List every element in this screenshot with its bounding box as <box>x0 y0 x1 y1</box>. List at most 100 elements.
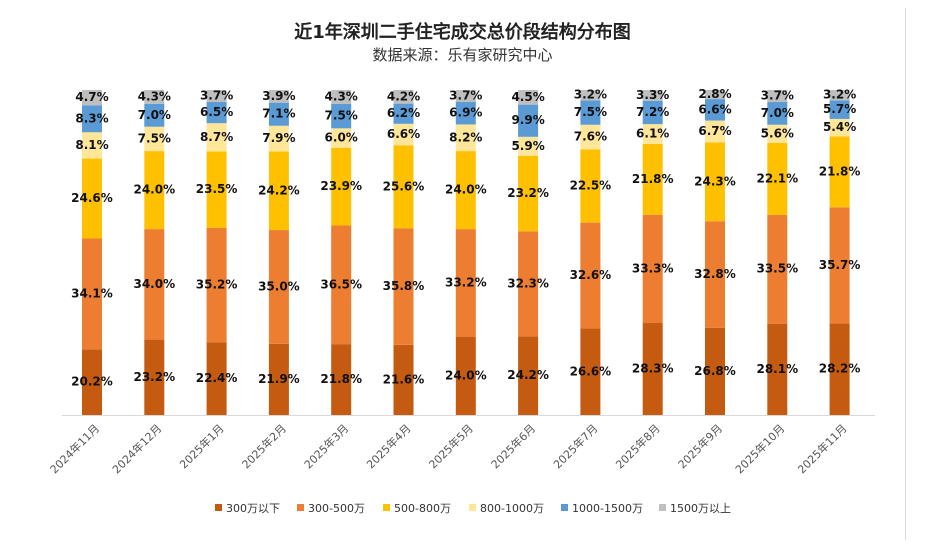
data-label: 33.2% <box>445 276 487 290</box>
data-label: 35.2% <box>196 278 238 292</box>
x-tick-label: 2025年7月 <box>550 421 600 471</box>
x-tick-label: 2025年3月 <box>301 421 351 471</box>
data-label: 21.8% <box>320 372 362 386</box>
bar-segment <box>455 102 476 125</box>
bar-segment <box>331 344 352 415</box>
bar-segment <box>518 336 539 415</box>
legend-swatch <box>469 504 476 511</box>
data-label: 6.2% <box>387 106 420 120</box>
bar-segment <box>331 128 352 148</box>
legend-swatch <box>561 504 568 511</box>
x-tick-label: 2025年1月 <box>177 421 227 471</box>
data-label: 2.8% <box>698 87 731 101</box>
data-label: 21.6% <box>383 372 425 386</box>
data-label: 24.0% <box>445 369 487 383</box>
data-label: 3.7% <box>449 89 482 103</box>
bar-segment <box>767 124 788 143</box>
data-label: 3.2% <box>823 88 856 102</box>
data-label: 7.0% <box>138 108 171 122</box>
legend-swatch <box>659 504 666 511</box>
data-label: 32.3% <box>507 276 549 290</box>
bar-segment <box>580 222 601 329</box>
bar-segment <box>206 342 227 415</box>
x-tick-label: 2025年6月 <box>488 421 538 471</box>
legend-swatch <box>383 504 390 511</box>
legend-label: 500-800万 <box>394 502 451 515</box>
bar-segment <box>144 229 165 340</box>
bar-segment <box>829 90 850 101</box>
data-label: 33.5% <box>756 262 798 276</box>
bar-segment <box>518 155 539 232</box>
bar-segment <box>829 207 850 324</box>
data-label: 8.3% <box>75 111 108 125</box>
data-label: 9.9% <box>511 113 544 127</box>
data-label: 7.5% <box>574 105 607 119</box>
bar-segment <box>82 158 102 239</box>
data-label: 3.2% <box>574 88 607 102</box>
data-label: 22.4% <box>196 371 238 385</box>
bar-segment <box>455 90 476 103</box>
bar-segment <box>331 90 352 104</box>
data-label: 8.2% <box>449 130 482 144</box>
bar-segment <box>767 102 788 125</box>
x-tick-label: 2025年8月 <box>613 421 663 471</box>
data-label: 34.0% <box>133 277 175 291</box>
bar-segment <box>455 229 476 337</box>
data-label: 23.2% <box>133 370 175 384</box>
bar-segment <box>580 149 601 223</box>
data-label: 32.8% <box>694 267 736 281</box>
data-label: 7.9% <box>262 131 295 145</box>
bar-segment <box>642 323 663 415</box>
data-label: 7.0% <box>761 106 794 120</box>
bar-segment <box>268 151 289 231</box>
data-label: 24.2% <box>258 183 300 197</box>
data-label: 4.3% <box>138 89 171 103</box>
bar-segment <box>455 124 476 152</box>
data-label: 7.1% <box>262 107 295 121</box>
data-label: 35.8% <box>383 279 425 293</box>
bar-segment <box>393 90 414 104</box>
data-label: 22.5% <box>570 179 612 193</box>
data-label: 6.6% <box>387 127 420 141</box>
data-label: 5.7% <box>823 102 856 116</box>
data-label: 4.2% <box>387 89 420 103</box>
data-label: 24.0% <box>445 183 487 197</box>
legend-swatch <box>297 504 304 511</box>
data-label: 35.7% <box>819 258 861 272</box>
bar-segment <box>82 238 102 350</box>
bar-segment <box>144 90 165 104</box>
legend-label: 300万以下 <box>226 502 280 515</box>
x-tick-label: 2024年12月 <box>109 421 164 476</box>
data-label: 3.9% <box>262 89 295 103</box>
bar-segment <box>642 100 663 125</box>
legend-label: 1500万以上 <box>670 502 731 515</box>
data-label: 4.7% <box>75 90 108 104</box>
data-label: 23.2% <box>507 186 549 200</box>
x-tick-label: 2025年10月 <box>732 421 787 476</box>
bar-segment <box>642 143 663 215</box>
data-label: 6.5% <box>200 105 233 119</box>
data-label: 7.6% <box>574 130 607 144</box>
bar-segment <box>144 339 165 415</box>
data-label: 33.3% <box>632 261 674 275</box>
bar-segment <box>829 118 850 137</box>
x-tick-label: 2025年11月 <box>795 421 850 476</box>
bar-segment <box>268 230 289 344</box>
x-tick-label: 2025年5月 <box>426 421 476 471</box>
data-label: 7.5% <box>138 131 171 145</box>
bar-segment <box>767 142 788 215</box>
data-label: 23.9% <box>320 179 362 193</box>
legend-label: 800-1000万 <box>480 502 544 515</box>
bar-segment <box>580 90 601 101</box>
data-label: 21.8% <box>819 164 861 178</box>
image-frame <box>10 8 906 540</box>
data-label: 5.4% <box>823 120 856 134</box>
bar-segment <box>82 90 102 106</box>
bar-segment <box>705 120 725 143</box>
x-tick-label: 2024年11月 <box>47 421 102 476</box>
data-label: 35.0% <box>258 279 300 293</box>
data-label: 24.0% <box>133 183 175 197</box>
data-label: 3.3% <box>636 88 669 102</box>
bar-segment <box>455 151 476 230</box>
